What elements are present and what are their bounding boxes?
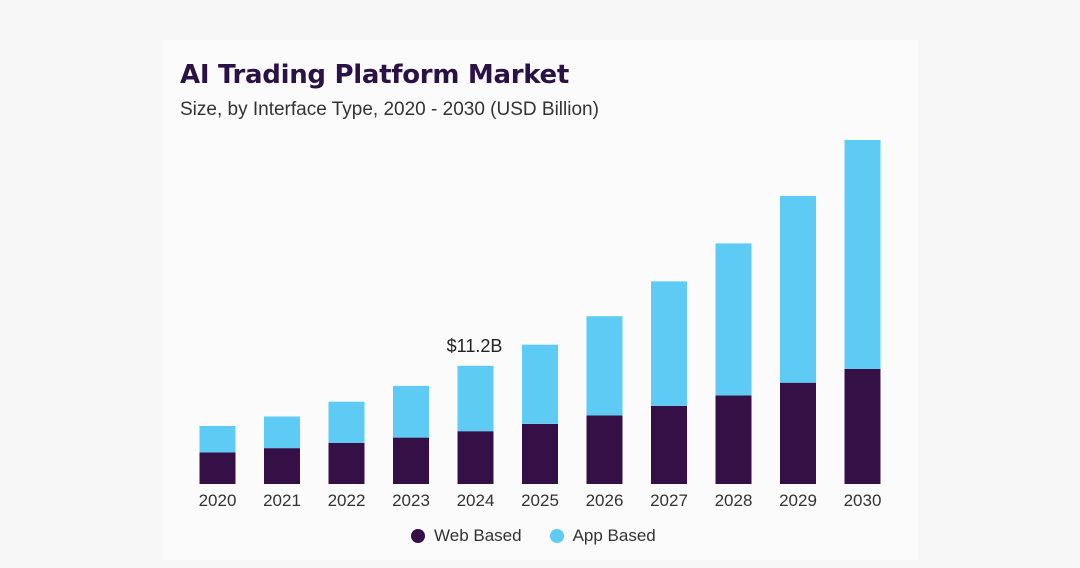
bar-app-based-2021: [264, 416, 300, 449]
bar-web-based-2021: [264, 448, 300, 484]
x-tick-label-2029: 2029: [779, 491, 817, 510]
x-axis-labels: 2020 2021 2022 2023 2024 2025 2026 2027 2028 2029…: [199, 491, 882, 510]
x-tick-label-2028: 2028: [715, 491, 753, 510]
bar-app-based-2024: [457, 365, 494, 432]
data-label-2024: $11.2B: [447, 336, 503, 356]
bar-app-based-2027: [651, 281, 687, 406]
legend-label-web-based: Web Based: [434, 526, 522, 545]
legend-swatch-web-based: [411, 529, 425, 543]
bar-app-based-2030: [844, 140, 881, 369]
x-tick-label-2025: 2025: [521, 491, 559, 510]
annotation-layer: $11.2B: [447, 336, 503, 356]
legend-swatch-app-based: [549, 529, 564, 543]
legend: Web Based App Based: [411, 526, 656, 546]
x-tick-label-2030: 2030: [844, 491, 882, 510]
bar-app-based-2020: [199, 426, 236, 453]
bar-web-based-2027: [651, 405, 687, 484]
bar-app-based-2026: [586, 316, 623, 416]
bar-web-based-2030: [844, 369, 881, 484]
legend-item-app-based: App Based: [549, 526, 656, 546]
bar-web-based-2023: [393, 437, 429, 484]
bar-app-based-2029: [780, 195, 816, 383]
bar-web-based-2029: [780, 382, 816, 484]
bar-web-based-2020: [199, 452, 236, 484]
x-tick-label-2023: 2023: [392, 491, 430, 510]
x-tick-label-2026: 2026: [586, 491, 624, 510]
x-tick-label-2024: 2024: [457, 491, 495, 510]
x-tick-label-2022: 2022: [328, 491, 366, 510]
bar-app-based-2023: [393, 385, 429, 438]
bar-app-based-2025: [522, 344, 558, 424]
bars-layer: [199, 140, 881, 484]
bar-app-based-2028: [715, 243, 752, 396]
legend-label-app-based: App Based: [572, 526, 656, 545]
x-tick-label-2021: 2021: [263, 491, 301, 510]
bar-web-based-2026: [586, 415, 623, 484]
chart-title: AI Trading Platform Market: [180, 60, 569, 90]
bar-web-based-2028: [715, 395, 752, 484]
bar-app-based-2022: [328, 401, 365, 443]
x-tick-label-2020: 2020: [199, 491, 237, 510]
bar-web-based-2024: [457, 431, 494, 484]
bar-web-based-2025: [522, 423, 558, 484]
bar-web-based-2022: [328, 442, 365, 484]
chart-subtitle: Size, by Interface Type, 2020 - 2030 (US…: [180, 99, 599, 120]
legend-item-web-based: Web Based: [411, 526, 522, 546]
x-tick-label-2027: 2027: [650, 491, 688, 510]
